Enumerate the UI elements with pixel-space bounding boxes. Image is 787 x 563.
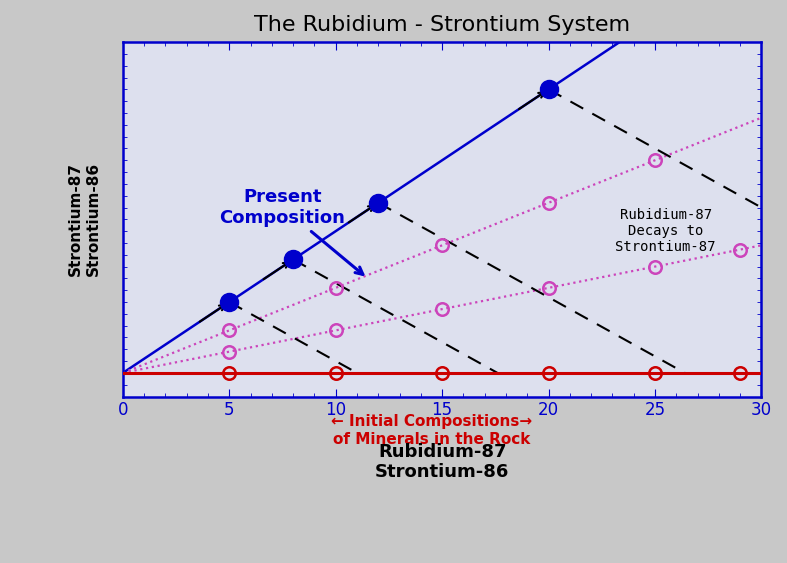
Text: Strontium-87
Strontium-86: Strontium-87 Strontium-86 — [68, 162, 101, 276]
Text: Rubidium-87
Strontium-86: Rubidium-87 Strontium-86 — [375, 443, 509, 481]
Text: Rubidium-87
Decays to
Strontium-87: Rubidium-87 Decays to Strontium-87 — [615, 208, 716, 254]
Title: The Rubidium - Strontium System: The Rubidium - Strontium System — [254, 15, 630, 35]
Text: Present
Composition: Present Composition — [220, 188, 363, 274]
Text: ← Initial Compositions→
of Minerals in the Rock: ← Initial Compositions→ of Minerals in t… — [331, 414, 532, 446]
